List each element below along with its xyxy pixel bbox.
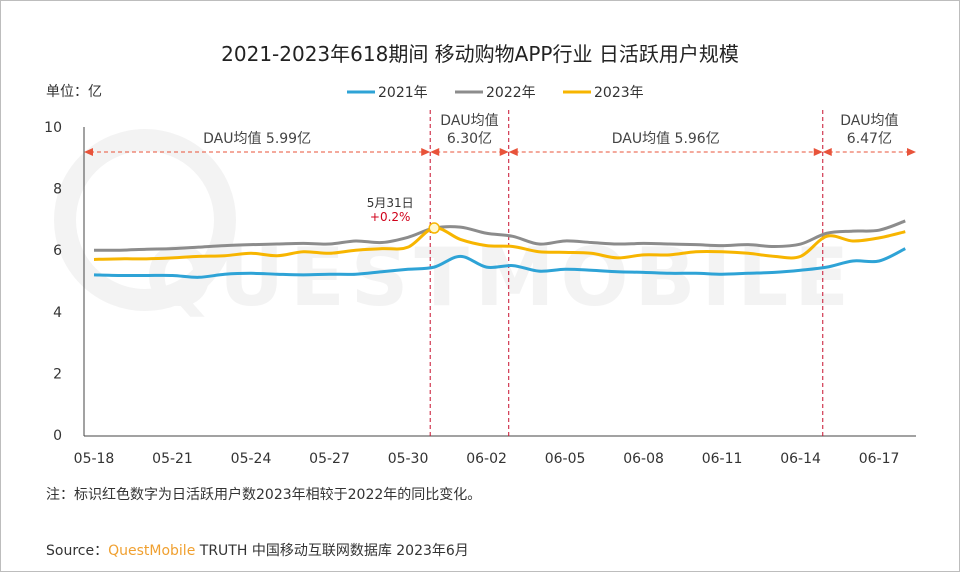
x-tick-label: 05-30 [388, 451, 429, 467]
arrow-right-icon [907, 148, 916, 156]
watermark-logo [54, 129, 236, 311]
x-tick-label: 06-02 [466, 451, 507, 467]
chart-title: 2021-2023年618期间 移动购物APP行业 日活跃用户规模 [221, 42, 739, 66]
period-label: DAU均值 5.99亿 [203, 131, 311, 147]
arrow-left-icon [84, 148, 93, 156]
y-tick-label: 4 [53, 305, 62, 321]
y-tick-label: 0 [53, 428, 62, 444]
arrow-right-icon [813, 148, 823, 156]
source-brand: QuestMobile [108, 543, 196, 559]
period-label: 6.47亿 [847, 131, 892, 147]
y-tick-label: 2 [53, 366, 62, 382]
period-label: DAU均值 5.96亿 [612, 131, 720, 147]
y-tick-label: 10 [44, 120, 62, 136]
series-line-2023年 [93, 226, 906, 261]
arrow-right-icon [499, 148, 509, 156]
source-line: Source：QuestMobile TRUTH 中国移动互联网数据库 2023… [46, 540, 469, 560]
annotation-marker [428, 222, 440, 234]
arrow-right-icon [421, 148, 431, 156]
source-rest: TRUTH 中国移动互联网数据库 2023年6月 [195, 543, 469, 559]
arrow-left-icon [822, 148, 832, 156]
y-axis-unit: 单位：亿 [46, 84, 102, 100]
footnote: 注：标识红色数字为日活跃用户数2023年相较于2022年的同比变化。 [46, 487, 482, 503]
x-tick-label: 06-14 [780, 451, 821, 467]
series-line-2022年 [93, 219, 906, 252]
arrow-left-icon [508, 148, 518, 156]
y-tick-label: 6 [53, 243, 62, 259]
legend-label: 2022年 [486, 85, 536, 101]
annotation-change: +0.2% [370, 210, 411, 224]
legend-label: 2023年 [594, 85, 644, 101]
x-tick-label: 06-11 [702, 451, 743, 467]
period-label: DAU均值 [840, 113, 898, 129]
x-tick-label: 05-27 [309, 451, 350, 467]
arrow-left-icon [430, 148, 440, 156]
source-prefix: Source： [46, 543, 109, 559]
period-label: DAU均值 [440, 113, 498, 129]
x-tick-label: 05-24 [231, 451, 272, 467]
series-line-2021年 [93, 247, 906, 279]
x-tick-label: 06-08 [623, 451, 664, 467]
x-tick-label: 06-05 [545, 451, 586, 467]
annotation-date: 5月31日 [367, 196, 414, 210]
y-tick-label: 8 [53, 182, 62, 198]
x-tick-label: 05-18 [74, 451, 115, 467]
x-tick-label: 05-21 [152, 451, 193, 467]
period-label: 6.30亿 [447, 131, 492, 147]
x-tick-label: 06-17 [859, 451, 900, 467]
legend-label: 2021年 [378, 85, 428, 101]
